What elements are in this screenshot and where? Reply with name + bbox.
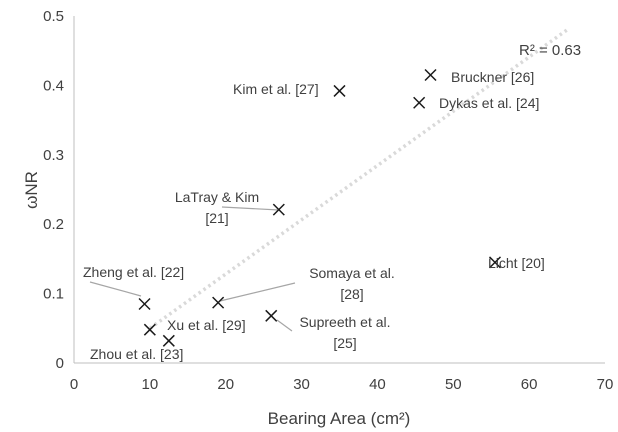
point-label-dykas: Dykas et al. [24] <box>439 95 539 111</box>
leader-line-zheng <box>89 281 142 297</box>
point-label-xu: Xu et al. [29] <box>167 317 246 333</box>
x-tick-label: 50 <box>445 376 462 393</box>
marker-stroke <box>272 203 285 216</box>
x-tick-label: 30 <box>293 376 310 393</box>
point-label-somaya: Somaya et al. [28] <box>309 265 395 302</box>
leader-line-latray <box>221 206 280 211</box>
x-tick-label: 60 <box>521 376 538 393</box>
point-label-licht: Licht [20] <box>488 255 545 271</box>
data-point-marker <box>272 203 285 216</box>
y-tick-label: 0.1 <box>43 286 64 303</box>
point-label-kim: Kim et al. [27] <box>233 81 319 97</box>
data-point-marker <box>424 68 437 82</box>
point-label-bruckner: Bruckner [26] <box>451 69 534 85</box>
data-point-marker <box>143 323 156 336</box>
point-label-somaya-part: Somaya et al. <box>309 265 395 281</box>
x-tick-label: 10 <box>142 376 159 393</box>
data-point-marker <box>413 96 426 109</box>
point-label-somaya-part: [28] <box>340 286 363 302</box>
point-label-supreeth-part: Supreeth et al. <box>299 314 390 330</box>
marker-stroke <box>488 256 502 269</box>
data-point-marker <box>138 297 151 311</box>
x-tick-labels: 0 10 20 30 40 50 60 70 <box>70 376 614 393</box>
data-point-marker <box>162 334 175 347</box>
point-label-latray-part: [21] <box>205 210 228 226</box>
data-point-labels: Kim et al. [27] Bruckner [26] Dykas et a… <box>83 69 545 362</box>
y-tick-label: 0.3 <box>43 147 64 164</box>
y-tick-label: 0.5 <box>43 8 64 25</box>
data-point-marker <box>488 256 502 269</box>
x-tick-label: 20 <box>217 376 234 393</box>
point-label-zhou: Zhou et al. [23] <box>90 346 183 362</box>
point-label-supreeth: Supreeth et al. [25] <box>299 314 390 351</box>
marker-stroke <box>143 323 156 336</box>
trendline <box>148 28 569 330</box>
leader-line-somaya <box>219 282 296 302</box>
x-tick-label: 70 <box>597 376 614 393</box>
marker-stroke <box>265 309 278 322</box>
y-tick-label: 0.4 <box>43 77 64 94</box>
x-tick-label: 0 <box>70 376 78 393</box>
x-tick-label: 40 <box>369 376 386 393</box>
data-point-marker <box>212 296 225 309</box>
y-tick-label: 0 <box>56 355 64 372</box>
r-squared-label: R² = 0.63 <box>519 42 581 59</box>
leader-lines <box>89 206 296 332</box>
marker-stroke <box>413 96 426 109</box>
point-label-zheng: Zheng et al. [22] <box>83 264 184 280</box>
data-markers <box>138 68 502 347</box>
y-axis-title: ωNR <box>22 171 41 209</box>
data-point-marker <box>333 84 346 97</box>
marker-stroke <box>138 297 151 311</box>
point-label-supreeth-part: [25] <box>333 335 356 351</box>
y-tick-label: 0.2 <box>43 216 64 233</box>
data-point-marker <box>265 309 278 322</box>
marker-stroke <box>333 84 346 97</box>
marker-stroke <box>424 68 437 82</box>
y-tick-labels: 0 0.1 0.2 0.3 0.4 0.5 <box>43 8 64 372</box>
marker-stroke <box>212 296 225 309</box>
point-label-latray-part: LaTray & Kim <box>175 189 259 205</box>
x-axis-title: Bearing Area (cm²) <box>268 409 411 428</box>
point-label-latray: LaTray & Kim [21] <box>175 189 259 226</box>
leader-line-supreeth <box>276 319 293 332</box>
marker-stroke <box>162 334 175 347</box>
